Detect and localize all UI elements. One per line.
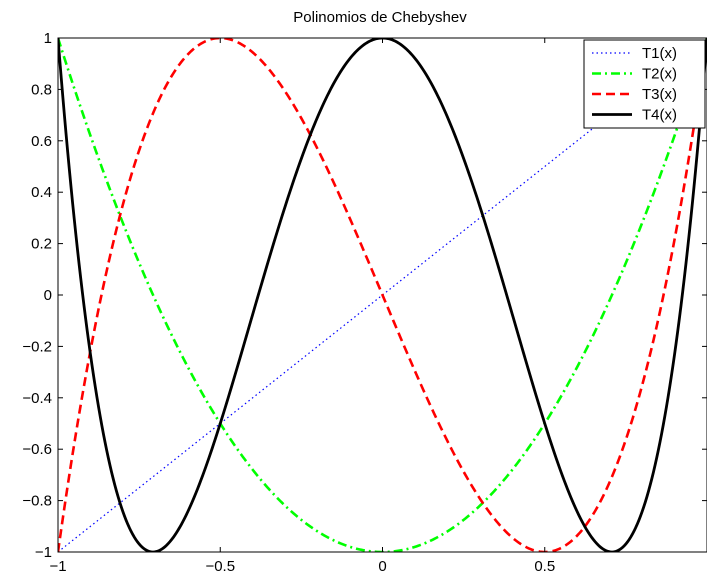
x-tick-label: −0.5 <box>205 558 235 575</box>
series-line-t2x <box>58 38 707 552</box>
series-line-t4x <box>58 38 707 552</box>
y-tick-label: −0.8 <box>22 493 52 510</box>
y-tick-label: −0.2 <box>22 338 52 355</box>
x-tick-label: 0.5 <box>534 558 555 575</box>
y-tick-label: 0.4 <box>31 184 52 201</box>
legend-label-t3x: T3(x) <box>642 86 677 103</box>
y-tick-label: −0.4 <box>22 390 52 407</box>
chart-title: Polinomios de Chebyshev <box>293 9 467 26</box>
y-tick-label: 0.6 <box>31 133 52 150</box>
series-line-t3x <box>58 38 707 552</box>
y-tick-label: 0.8 <box>31 81 52 98</box>
legend-label-t2x: T2(x) <box>642 66 677 83</box>
x-tick-label: 0 <box>378 558 386 575</box>
y-tick-label: −0.6 <box>22 441 52 458</box>
y-tick-label: 0.2 <box>31 236 52 253</box>
y-tick-label: 0 <box>44 287 52 304</box>
y-tick-label: −1 <box>35 544 52 561</box>
x-tick-label: −1 <box>49 558 66 575</box>
y-tick-label: 1 <box>44 30 52 47</box>
legend-box <box>583 39 706 129</box>
legend-label-t4x: T4(x) <box>642 107 677 124</box>
legend-label-t1x: T1(x) <box>642 45 677 62</box>
